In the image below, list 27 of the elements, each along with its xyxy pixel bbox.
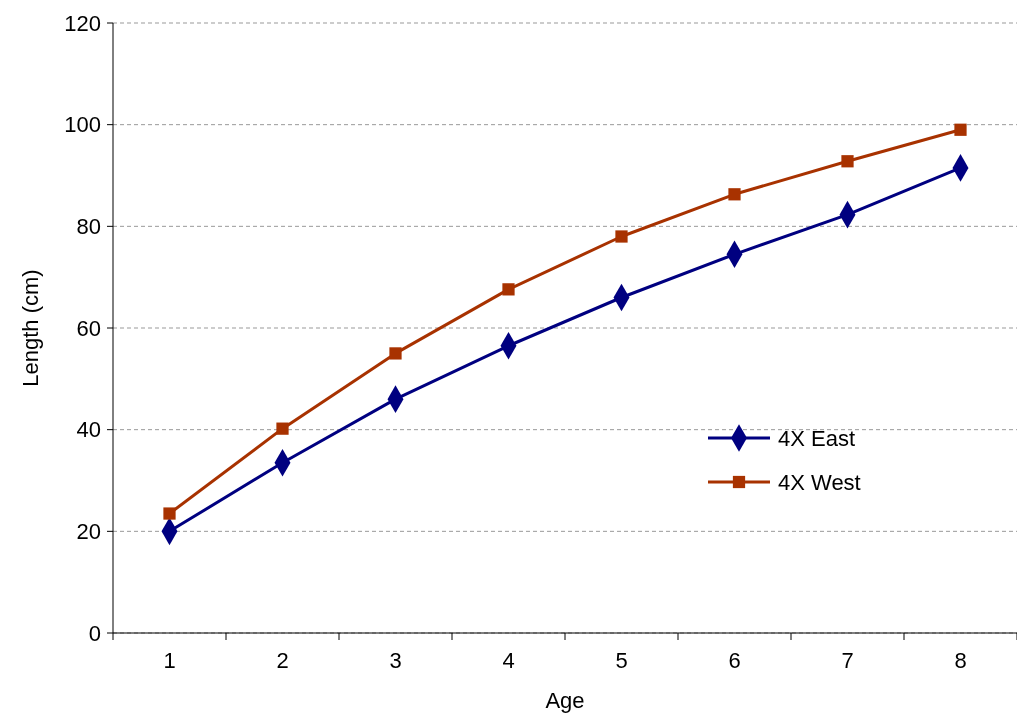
point: [163, 507, 176, 520]
y-tick-label: 40: [76, 417, 101, 443]
point: [502, 283, 515, 296]
x-tick-label: 8: [954, 648, 967, 673]
y-tick-label: 20: [76, 519, 101, 545]
point: [615, 230, 628, 243]
x-tick-label: 1: [163, 648, 176, 673]
point: [954, 123, 967, 136]
y-axis-title: Length (cm): [18, 269, 43, 387]
x-tick-label: 3: [389, 648, 402, 673]
y-tick-label: 60: [76, 315, 101, 341]
y-tick-label: 0: [88, 620, 101, 646]
point: [389, 347, 402, 360]
point: [728, 188, 741, 201]
point: [841, 155, 854, 168]
legend-label: 4X East: [778, 425, 856, 451]
x-axis-title: Age: [545, 688, 585, 713]
x-tick-label: 2: [276, 648, 289, 673]
y-tick-label: 100: [64, 112, 101, 138]
point: [276, 422, 289, 435]
x-tick-label: 7: [841, 648, 854, 673]
x-tick-label: 5: [615, 648, 628, 673]
y-tick-label: 120: [64, 10, 101, 36]
x-tick-label: 6: [728, 648, 741, 673]
legend-label: 4X West: [778, 469, 861, 495]
x-tick-label: 4: [502, 648, 515, 673]
y-tick-label: 80: [76, 214, 101, 240]
